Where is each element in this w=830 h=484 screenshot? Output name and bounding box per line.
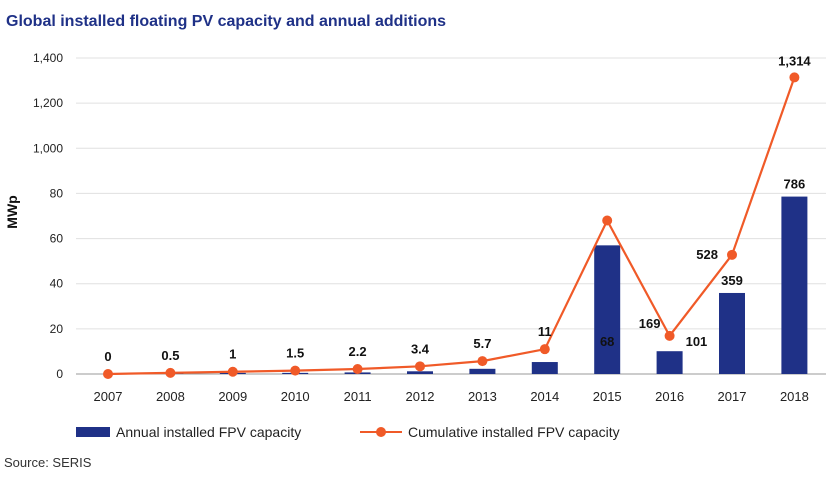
line-data-label: 169 [639, 316, 661, 331]
cumulative-line [107, 77, 796, 376]
bar-data-label: 786 [784, 177, 806, 192]
chart-title: Global installed floating PV capacity an… [6, 13, 447, 30]
line-data-label: 2.2 [349, 344, 367, 359]
legend-line-marker [376, 427, 386, 437]
bar [469, 368, 496, 374]
x-tick-label: 2011 [344, 389, 372, 404]
line-data-label: 1.5 [286, 346, 304, 361]
line-series [103, 72, 800, 379]
bar-data-label: 68 [600, 334, 614, 349]
x-tick-label: 2012 [406, 389, 435, 404]
line-point [415, 361, 425, 372]
line-point [664, 330, 675, 341]
legend-bar-label: Annual installed FPV capacity [116, 424, 301, 440]
bar [531, 362, 558, 374]
bar [656, 351, 683, 374]
legend: Annual installed FPV capacity Cumulative… [76, 424, 620, 440]
x-tick-label: 2018 [780, 389, 809, 404]
y-tick-label: 1,000 [33, 141, 63, 155]
bar-data-label: 101 [686, 334, 708, 349]
legend-bar-swatch [76, 427, 110, 437]
line-point [727, 249, 737, 260]
data-labels: 0 0.5 1 1.5 2.2 3.4 5.7 11 169 528 1,314 68 101 359 78… [104, 53, 811, 364]
y-tick-label: 20 [50, 322, 64, 336]
line-data-label: 0.5 [161, 348, 179, 363]
x-tick-label: 2016 [655, 389, 684, 404]
gridlines [76, 57, 826, 375]
y-tick-label: 80 [50, 186, 64, 200]
y-tick-label: 0 [56, 367, 63, 381]
x-tick-label: 2014 [530, 389, 559, 404]
line-data-label: 11 [538, 324, 552, 339]
y-axis-ticks: 0 20 40 60 80 1,000 1,200 1,400 [33, 51, 63, 381]
x-tick-label: 2007 [94, 389, 123, 404]
line-point [165, 367, 176, 378]
line-data-label: 3.4 [411, 341, 430, 356]
y-tick-label: 1,400 [33, 51, 63, 65]
line-data-label: 1 [229, 347, 236, 362]
x-tick-label: 2015 [593, 389, 622, 404]
legend-line-label: Cumulative installed FPV capacity [408, 424, 620, 440]
line-point [352, 364, 363, 375]
line-data-label: 0 [104, 349, 111, 364]
line-point [227, 366, 238, 377]
x-tick-label: 2009 [218, 389, 247, 404]
y-tick-label: 40 [50, 277, 64, 291]
bar [407, 371, 433, 374]
bar-data-label: 359 [721, 273, 743, 288]
line-data-label: 528 [696, 247, 718, 262]
line-data-label: 5.7 [473, 336, 491, 351]
line-point [290, 365, 301, 376]
line-point [477, 356, 488, 367]
bar-series [157, 196, 808, 374]
line-point [103, 369, 113, 379]
y-tick-label: 60 [50, 232, 64, 246]
x-axis-ticks: 2007 2008 2009 2010 2011 2012 2013 2014 2015 2016… [94, 389, 809, 404]
x-tick-label: 2008 [156, 389, 185, 404]
bar [594, 245, 621, 374]
line-point [789, 72, 800, 83]
source-note: Source: SERIS [4, 455, 92, 470]
x-tick-label: 2013 [468, 389, 497, 404]
y-axis-label: MWp [4, 195, 20, 228]
bar [719, 292, 745, 374]
x-tick-label: 2017 [718, 389, 747, 404]
x-tick-label: 2010 [281, 389, 310, 404]
line-point [602, 215, 613, 226]
bar [781, 196, 808, 374]
y-tick-label: 1,200 [33, 96, 63, 110]
line-data-label: 1,314 [778, 53, 811, 68]
line-point [539, 344, 550, 355]
